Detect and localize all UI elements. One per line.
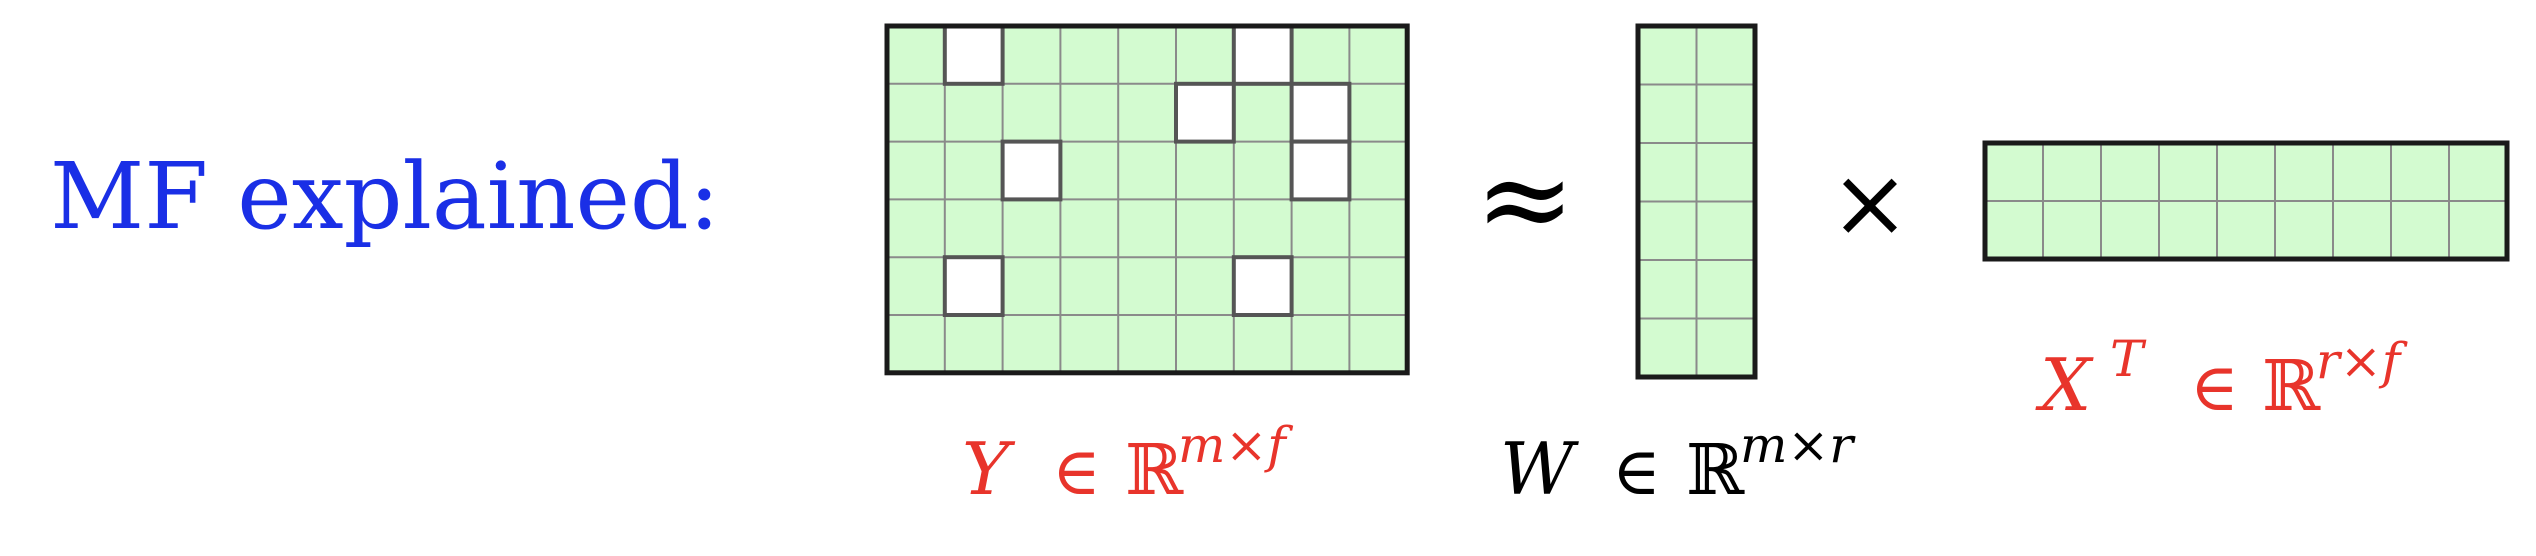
y-missing-cell [1289, 81, 1352, 144]
y-missing-cell [1231, 24, 1294, 86]
w-matrix-border [1635, 23, 1758, 380]
label-w-var: W [1500, 427, 1579, 511]
diagram-title: MF explained: [50, 143, 720, 250]
label-y-var: Y [962, 427, 1016, 511]
label-w-set: ℝ [1686, 429, 1745, 511]
y-missing-cell [1174, 81, 1236, 144]
label-x-sup: T [2110, 330, 2147, 388]
times-symbol: × [1830, 147, 1910, 259]
y-missing-cell [942, 24, 1005, 86]
y-missing-cell [1000, 139, 1063, 202]
label-x-var: X [2035, 343, 2094, 427]
matrix-w [1635, 23, 1758, 380]
label-x-set: ℝ [2262, 345, 2321, 427]
matrix-x [1982, 140, 2510, 262]
label-w-dims: m×r [1740, 416, 1856, 474]
label-x-in: ∈ [2190, 349, 2239, 426]
y-missing-cell [1231, 255, 1294, 318]
label-x-dims: r×f [2316, 332, 2408, 390]
label-y: Y ∈ ℝ m×f [962, 416, 1293, 511]
approx-symbol: ≈ [1475, 130, 1576, 269]
y-missing-cell [942, 255, 1005, 318]
label-w-in: ∈ [1612, 433, 1661, 510]
label-w: W ∈ ℝ m×r [1500, 416, 1856, 511]
y-matrix-border [884, 23, 1410, 376]
matrix-y [884, 23, 1410, 376]
label-y-set: ℝ [1125, 429, 1184, 511]
label-y-dims: m×f [1178, 416, 1293, 474]
label-x: X T ∈ ℝ r×f [2035, 330, 2408, 427]
y-missing-cell [1289, 139, 1352, 202]
label-y-in: ∈ [1052, 433, 1101, 510]
x-matrix-border [1982, 140, 2510, 262]
